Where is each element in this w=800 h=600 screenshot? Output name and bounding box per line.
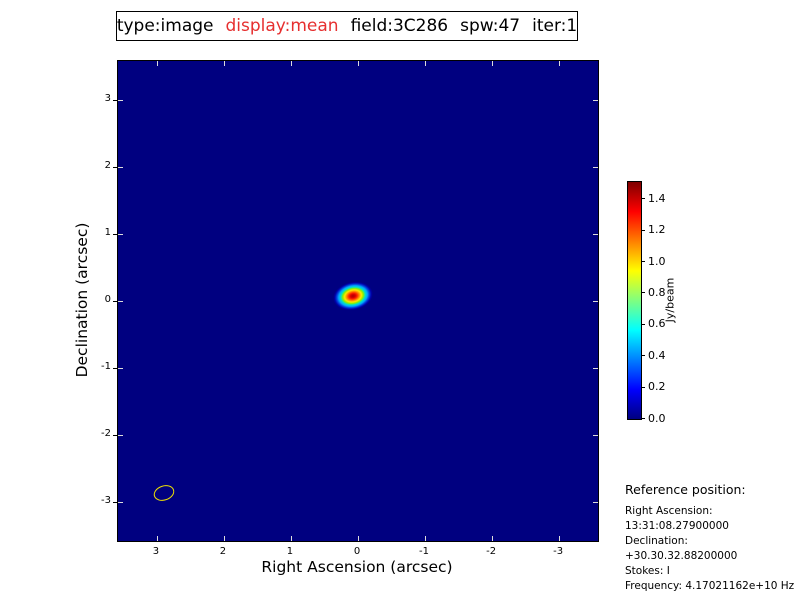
y-tick <box>593 502 598 504</box>
y-tick <box>593 435 598 437</box>
title-segment-field: field:3C286 <box>350 16 449 36</box>
y-tick <box>113 368 118 370</box>
x-tick <box>290 61 292 66</box>
x-tick <box>223 61 225 66</box>
title-segment-type: type:image <box>116 16 214 36</box>
title-segment-spw: spw:47 <box>460 16 521 36</box>
colorbar-tick-label: 0.4 <box>648 348 666 362</box>
y-tick <box>593 99 598 101</box>
colorbar-tick <box>641 355 645 357</box>
y-tick <box>113 301 118 302</box>
colorbar-unit-label: Jy/beam <box>663 277 677 323</box>
x-axis-label: Right Ascension (arcsec) <box>261 558 453 576</box>
y-tick <box>118 368 123 370</box>
y-tick-label: 3 <box>104 92 111 104</box>
x-tick-label: -3 <box>553 546 564 557</box>
x-tick <box>425 61 427 66</box>
y-tick-label: -1 <box>101 361 111 373</box>
plot-title: type:image display:mean field:3C286 spw:… <box>116 11 578 41</box>
x-tick <box>358 61 359 66</box>
y-tick <box>118 502 123 504</box>
x-tick <box>358 536 359 541</box>
x-tick <box>492 61 494 66</box>
y-tick <box>113 166 118 168</box>
colorbar-tick-label: 1.2 <box>648 223 666 237</box>
x-tick-label: 3 <box>152 546 160 557</box>
y-tick <box>113 233 118 235</box>
x-tick <box>425 536 427 541</box>
colorbar-tick <box>641 418 645 419</box>
colorbar-tick-label: 0.2 <box>648 380 666 394</box>
y-tick-label: -2 <box>101 428 111 440</box>
title-segment-display: display:mean <box>225 16 339 36</box>
y-tick <box>118 99 123 101</box>
x-tick <box>559 536 561 541</box>
colorbar-tick <box>641 386 645 388</box>
colorbar-tick-label: 0.0 <box>648 411 666 425</box>
y-tick <box>118 301 123 302</box>
x-tick-labels: 3 2 1 0 -1 -2 -3 <box>117 546 597 560</box>
y-tick <box>113 435 118 437</box>
y-tick <box>118 233 123 235</box>
beam-ellipse <box>151 483 176 504</box>
y-tick <box>593 166 598 168</box>
colorbar <box>627 181 645 420</box>
x-tick <box>156 61 158 66</box>
plot-canvas <box>113 60 599 542</box>
reference-line-ra: Right Ascension: 13:31:08.27900000 <box>625 505 729 532</box>
x-tick <box>223 536 225 541</box>
colorbar-tick <box>641 323 645 325</box>
colorbar-tick <box>641 292 645 294</box>
colorbar-tick-label: 1.4 <box>648 191 666 205</box>
x-tick <box>492 536 494 541</box>
reference-line-frequency: Frequency: 4.17021162e+10 Hz <box>625 580 795 592</box>
reference-header: Reference position: <box>625 482 746 497</box>
y-tick-label: -3 <box>101 495 111 507</box>
y-tick <box>593 301 598 302</box>
colorbar-tick <box>641 261 645 263</box>
colorbar-tick-label: 1.0 <box>648 254 666 268</box>
colorbar-tick-label: 0.6 <box>648 317 666 331</box>
y-tick <box>593 233 598 235</box>
title-segment-iter: iter:1 <box>532 16 578 36</box>
reference-position-block: Reference position: Right Ascension: 13:… <box>625 482 800 594</box>
y-tick <box>113 99 118 101</box>
x-tick-label: -1 <box>419 546 430 557</box>
y-tick <box>593 368 598 370</box>
y-tick-label: 0 <box>104 294 111 305</box>
x-tick <box>290 536 292 541</box>
y-tick-label: 2 <box>104 159 111 171</box>
reference-line-dec: Declination: +30.30.32.88200000 <box>625 535 738 562</box>
colorbar-tick-label: 0.8 <box>648 285 666 299</box>
x-tick <box>559 61 561 66</box>
colorbar-tick <box>641 229 645 231</box>
x-tick-label: 2 <box>219 546 227 557</box>
y-tick <box>113 502 118 504</box>
source-blob <box>330 277 376 314</box>
y-tick <box>118 435 123 437</box>
x-tick-label: 1 <box>286 546 294 557</box>
x-tick-label: -2 <box>486 546 497 557</box>
x-tick-label: 0 <box>353 546 361 557</box>
y-axis-label: Declination (arcsec) <box>73 222 91 378</box>
y-tick <box>118 166 123 168</box>
y-tick-labels: 3 2 1 0 -1 -2 -3 <box>75 60 111 540</box>
reference-line-stokes: Stokes: I <box>625 565 670 577</box>
colorbar-tick <box>641 198 645 200</box>
y-tick-label: 1 <box>104 226 111 238</box>
x-tick <box>156 536 158 541</box>
